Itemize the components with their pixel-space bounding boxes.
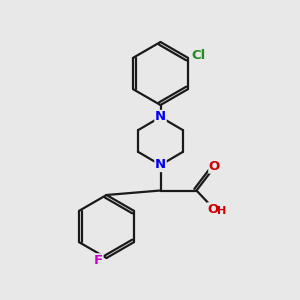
- Text: O: O: [209, 160, 220, 173]
- Text: F: F: [94, 254, 103, 267]
- Text: N: N: [155, 110, 166, 124]
- Text: Cl: Cl: [191, 49, 206, 62]
- Text: H: H: [217, 206, 226, 217]
- Text: N: N: [155, 158, 166, 172]
- Text: O: O: [208, 203, 219, 216]
